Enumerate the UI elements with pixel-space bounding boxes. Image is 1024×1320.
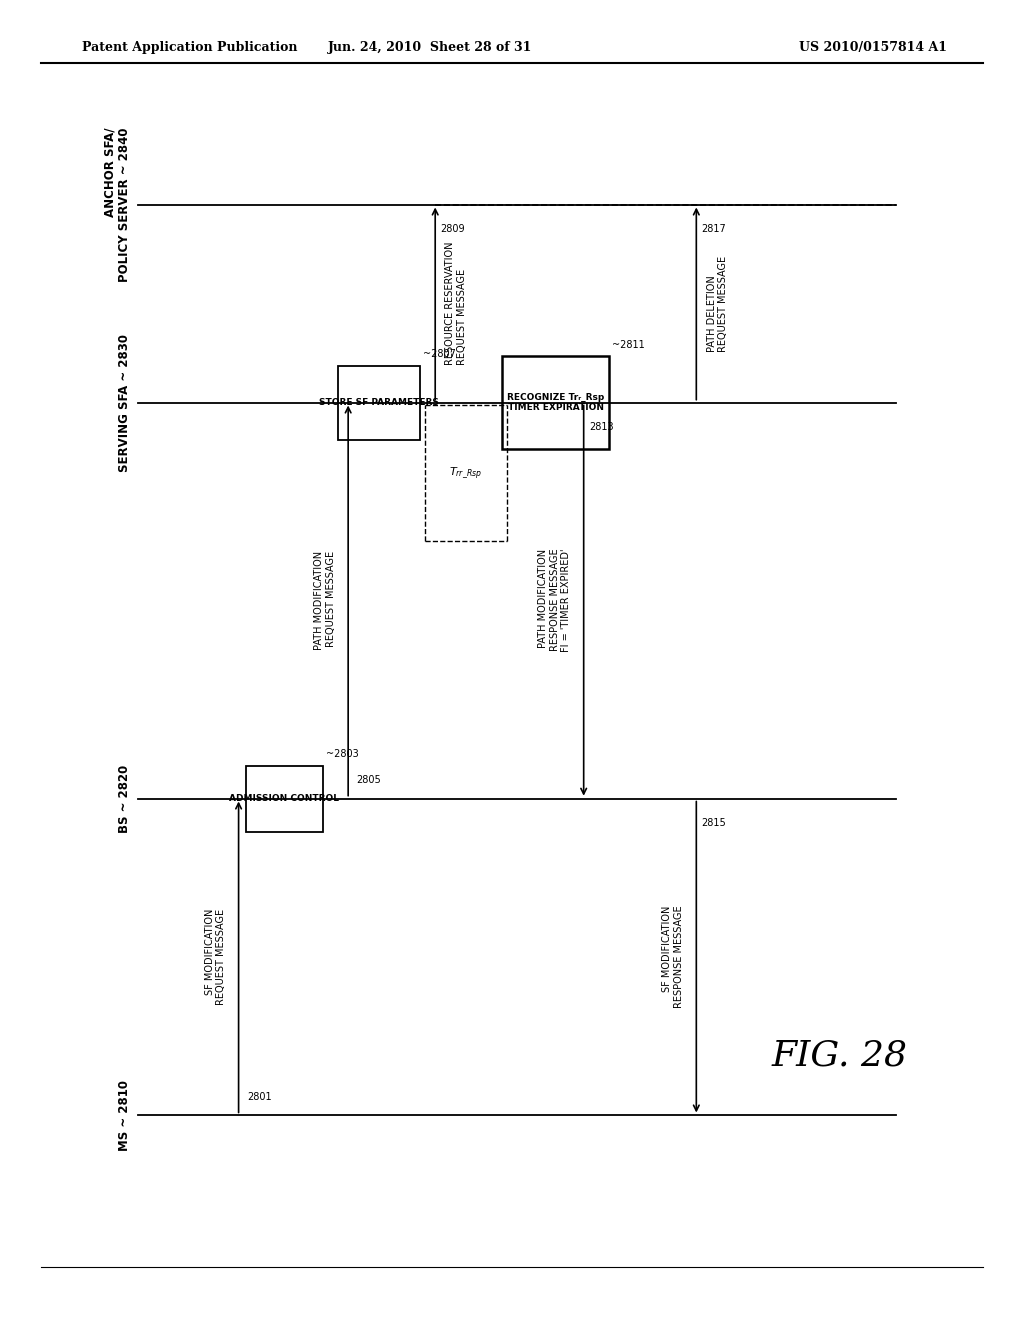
Text: Patent Application Publication: Patent Application Publication	[82, 41, 297, 54]
Text: RECOGNIZE Trᵣ_Rsp
TIMER EXPIRATION: RECOGNIZE Trᵣ_Rsp TIMER EXPIRATION	[507, 393, 604, 412]
Text: US 2010/0157814 A1: US 2010/0157814 A1	[799, 41, 947, 54]
Text: RESOURCE RESERVATION
REQUEST MESSAGE: RESOURCE RESERVATION REQUEST MESSAGE	[445, 242, 467, 366]
Bar	[502, 356, 609, 449]
Text: 2809: 2809	[440, 224, 465, 235]
Bar	[338, 366, 420, 440]
Bar	[246, 766, 323, 832]
Text: 2805: 2805	[356, 775, 381, 785]
Text: 2813: 2813	[589, 422, 613, 433]
Text: ~2803: ~2803	[326, 748, 358, 759]
Text: FIG. 28: FIG. 28	[772, 1039, 907, 1073]
Text: MS ~ 2810: MS ~ 2810	[118, 1080, 131, 1151]
Text: SERVING SFA ~ 2830: SERVING SFA ~ 2830	[118, 334, 131, 471]
Text: PATH MODIFICATION
RESPONSE MESSAGE
FI = 'TIMER EXPIRED': PATH MODIFICATION RESPONSE MESSAGE FI = …	[539, 549, 571, 652]
Text: 2815: 2815	[701, 818, 726, 829]
Text: 2801: 2801	[247, 1092, 271, 1102]
Text: Jun. 24, 2010  Sheet 28 of 31: Jun. 24, 2010 Sheet 28 of 31	[328, 41, 532, 54]
Text: STORE SF PARAMETERS: STORE SF PARAMETERS	[318, 399, 439, 407]
Text: PATH MODIFICATION
REQUEST MESSAGE: PATH MODIFICATION REQUEST MESSAGE	[314, 550, 336, 651]
Text: ANCHOR SFA/
POLICY SERVER ~ 2840: ANCHOR SFA/ POLICY SERVER ~ 2840	[103, 127, 131, 282]
Text: 2817: 2817	[701, 224, 726, 235]
Text: PATH DELETION
REQUEST MESSAGE: PATH DELETION REQUEST MESSAGE	[707, 256, 728, 351]
Text: $T_{rr\_Rsp}$: $T_{rr\_Rsp}$	[450, 466, 482, 480]
Text: ADMISSION CONTROL: ADMISSION CONTROL	[229, 795, 339, 803]
Text: ~2807: ~2807	[423, 348, 456, 359]
Text: ~2811: ~2811	[612, 339, 645, 350]
Text: BS ~ 2820: BS ~ 2820	[118, 764, 131, 833]
Text: SF MODIFICATION
RESPONSE MESSAGE: SF MODIFICATION RESPONSE MESSAGE	[663, 906, 684, 1008]
Text: SF MODIFICATION
REQUEST MESSAGE: SF MODIFICATION REQUEST MESSAGE	[205, 909, 226, 1005]
